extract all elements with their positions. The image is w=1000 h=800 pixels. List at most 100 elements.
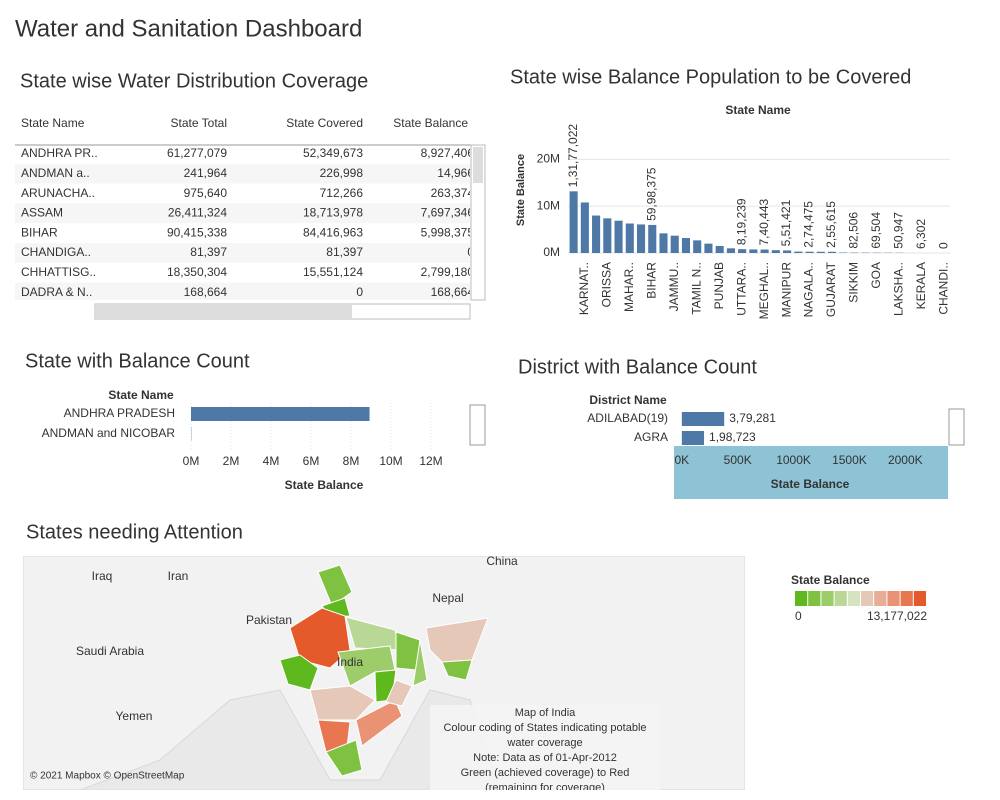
state-shape (309, 685, 376, 721)
cell: 26,411,324 (168, 206, 227, 220)
bar (827, 251, 837, 253)
cell: 975,640 (184, 186, 228, 200)
cell: 7,697,346 (421, 206, 475, 220)
bar (681, 431, 705, 445)
row-band (15, 163, 470, 184)
map-title: States needing Attention (26, 521, 243, 543)
note-line: (remaining for coverage) (485, 782, 605, 794)
h-scroll-thumb[interactable] (96, 305, 352, 318)
legend-title: State Balance (791, 573, 870, 587)
cell: 168,664 (184, 285, 228, 299)
bar (592, 215, 601, 253)
place-label: Iran (168, 569, 189, 583)
table-title: State wise Water Distribution Coverage (20, 70, 368, 92)
y-tick-label: 10M (537, 198, 560, 212)
legend-swatch (834, 591, 847, 606)
bar (704, 243, 713, 253)
y-tick-label: AGRA (634, 430, 668, 444)
note-line: Map of India (515, 707, 576, 719)
row-band (15, 243, 470, 263)
cell: 61,277,079 (167, 146, 227, 160)
bar (659, 233, 668, 253)
cell: 81,397 (190, 245, 227, 259)
column-header: State Name (21, 116, 85, 130)
legend-swatch (900, 591, 913, 606)
bar (636, 224, 646, 253)
legend-swatch (913, 591, 926, 606)
cell: ANDHRA PR.. (21, 146, 98, 160)
state-shape (385, 679, 413, 707)
legend-swatch (808, 591, 821, 606)
cell: 18,350,304 (167, 265, 227, 279)
bar (580, 202, 589, 253)
row-band (15, 203, 470, 224)
bar (749, 249, 758, 253)
cell: 5,998,375 (421, 225, 475, 239)
place-label: Pakistan (246, 613, 292, 627)
y-axis-title: District Name (589, 393, 667, 407)
data-label: 82,506 (847, 212, 861, 249)
cell: 15,551,124 (303, 265, 363, 279)
data-label: 8,19,239 (734, 198, 748, 245)
x-tick-label: TAMIL N.. (689, 262, 703, 315)
v-scrollbar[interactable] (470, 144, 486, 301)
bar (738, 249, 747, 253)
place-label: Nepal (432, 591, 463, 605)
x-tick-label: PUNJAB (712, 262, 726, 309)
bar (805, 251, 814, 253)
cell: CHANDIGA.. (21, 245, 91, 259)
bar (760, 249, 769, 253)
bar (816, 251, 825, 253)
legend-label: 0 (795, 609, 802, 623)
bar (614, 220, 623, 253)
cell: 241,964 (184, 166, 228, 180)
bar (726, 248, 735, 253)
y-axis-title: State Balance (515, 154, 527, 226)
bar (693, 240, 702, 253)
state-shape (317, 564, 353, 607)
x-tick-label: 0M (183, 454, 200, 468)
x-axis-title: State Balance (771, 477, 850, 491)
state-shape (325, 739, 363, 777)
place-label: Yemen (116, 709, 153, 723)
column-header: State Covered (286, 116, 363, 130)
bar (783, 250, 792, 253)
x-tick-label: BIHAR (644, 262, 658, 299)
cell: 0 (356, 285, 363, 299)
x-axis-title: State Name (725, 103, 791, 117)
state-shape (441, 659, 473, 681)
bar (681, 238, 691, 253)
chart-title: State wise Balance Population to be Cove… (510, 66, 911, 88)
legend-label: 13,177,022 (867, 609, 927, 623)
x-tick-label: 500K (724, 453, 752, 467)
x-tick-label: UTTARA.. (734, 262, 748, 316)
x-tick-label: NAGALA.. (802, 262, 816, 317)
x-tick-label: 1500K (832, 453, 867, 467)
data-label: 3,79,281 (729, 411, 776, 425)
scrollbar[interactable] (948, 408, 965, 446)
cell: 168,664 (431, 285, 475, 299)
cell: 84,416,963 (303, 225, 363, 239)
state-shape (412, 639, 428, 687)
x-tick-label: 6M (303, 454, 320, 468)
data-label: 6,302 (914, 219, 928, 249)
x-tick-label: CHANDI.. (937, 262, 951, 315)
x-tick-label: ORISSA (599, 262, 613, 307)
x-tick-label: 2000K (888, 453, 923, 467)
data-label: 5,51,421 (779, 199, 793, 246)
bar (569, 191, 578, 253)
dashboard-title: Water and Sanitation Dashboard (15, 15, 362, 42)
cell: CHHATTISG.. (21, 265, 96, 279)
column-header: State Total (171, 116, 227, 130)
scrollbar[interactable] (469, 404, 486, 446)
v-scroll-thumb[interactable] (473, 147, 483, 183)
bar (715, 245, 724, 253)
x-tick-label: 2M (223, 454, 240, 468)
bar (670, 235, 679, 253)
cell: ASSAM (21, 206, 63, 220)
legend-swatch (874, 591, 887, 606)
place-label: India (337, 655, 363, 669)
x-tick-label: KERALA (914, 262, 928, 309)
table: State Name State Total State Covered State … (15, 116, 475, 300)
